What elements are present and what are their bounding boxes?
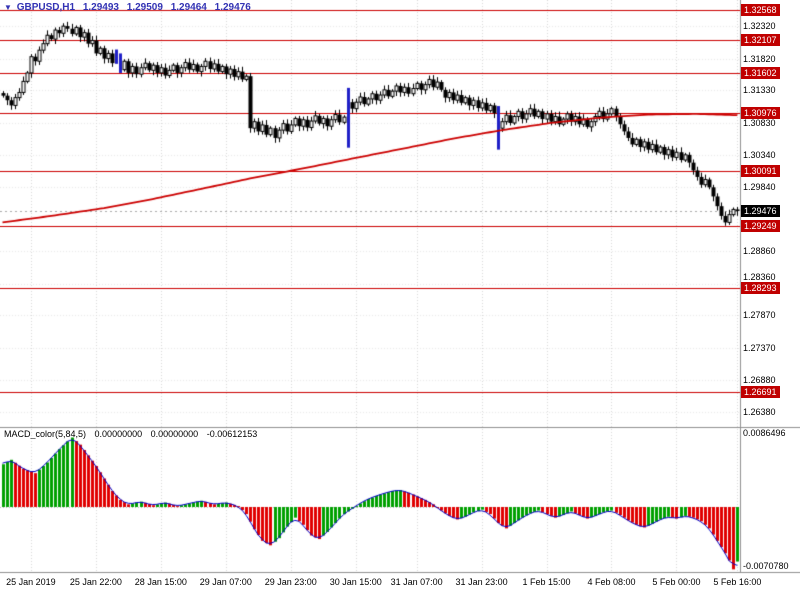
price-axis-label: 1.32320 [743, 21, 776, 32]
price-axis-label: 1.30340 [743, 149, 776, 160]
macd-indicator-name: MACD_color(5,84,5) [4, 429, 87, 439]
time-axis-label: 25 Jan 2019 [6, 577, 56, 587]
time-axis-label: 5 Feb 00:00 [652, 577, 701, 587]
symbol-header: ▼ GBPUSD,H1 1.29493 1.29509 1.29464 1.29… [4, 2, 256, 13]
price-level-badge: 1.26691 [741, 386, 780, 398]
ohlc-high-value: 1.29509 [126, 2, 163, 13]
time-axis-label: 31 Jan 07:00 [390, 577, 443, 587]
price-axis-label: 1.28360 [743, 271, 776, 282]
price-axis-label: 1.31820 [743, 53, 776, 64]
time-axis-label: 30 Jan 15:00 [329, 577, 382, 587]
price-level-badge: 1.32107 [741, 33, 780, 46]
price-axis-label: 1.27370 [743, 342, 776, 353]
time-axis-label: 29 Jan 23:00 [264, 577, 317, 587]
ohlc-low-value: 1.29464 [170, 2, 207, 13]
time-axis-label: 4 Feb 08:00 [587, 577, 636, 587]
time-axis-label: 5 Feb 16:00 [713, 577, 762, 587]
price-level-badge: 1.30091 [741, 165, 780, 177]
price-axis-label: 1.28860 [743, 246, 776, 257]
macd-axis-min-label: -0.0070780 [743, 561, 789, 571]
price-axis-label: 1.29840 [743, 182, 776, 193]
ohlc-close-value: 1.29476 [214, 2, 251, 13]
price-axis-label: 1.30830 [743, 117, 776, 128]
macd-value-2: 0.00000000 [150, 429, 199, 439]
time-axis-label: 25 Jan 22:00 [69, 577, 122, 587]
ohlc-open-value: 1.29493 [82, 2, 119, 13]
current-price-badge: 1.29476 [741, 204, 780, 217]
macd-value-1: 0.00000000 [94, 429, 143, 439]
price-axis-label: 1.31330 [743, 85, 776, 96]
macd-indicator-header: MACD_color(5,84,5) 0.00000000 0.00000000… [4, 429, 263, 439]
time-axis-label: 31 Jan 23:00 [455, 577, 508, 587]
price-level-badge: 1.30976 [741, 107, 780, 120]
macd-value-3: -0.00612153 [206, 429, 258, 439]
macd-axis-max-label: 0.0086496 [743, 428, 786, 438]
time-axis-label: 1 Feb 15:00 [522, 577, 571, 587]
time-axis-label: 29 Jan 07:00 [199, 577, 252, 587]
price-level-badge: 1.29249 [741, 219, 780, 232]
price-level-badge: 1.28293 [741, 281, 780, 294]
price-level-badge: 1.31602 [741, 66, 780, 79]
symbol-label: GBPUSD,H1 [16, 2, 76, 13]
symbol-marker-icon: ▼ [4, 3, 12, 12]
price-axis-label: 1.26380 [743, 407, 776, 418]
time-axis-label: 28 Jan 15:00 [134, 577, 187, 587]
price-axis-label: 1.27870 [743, 310, 776, 321]
price-axis-label: 1.26880 [743, 374, 776, 385]
price-level-badge: 1.32568 [741, 4, 780, 16]
